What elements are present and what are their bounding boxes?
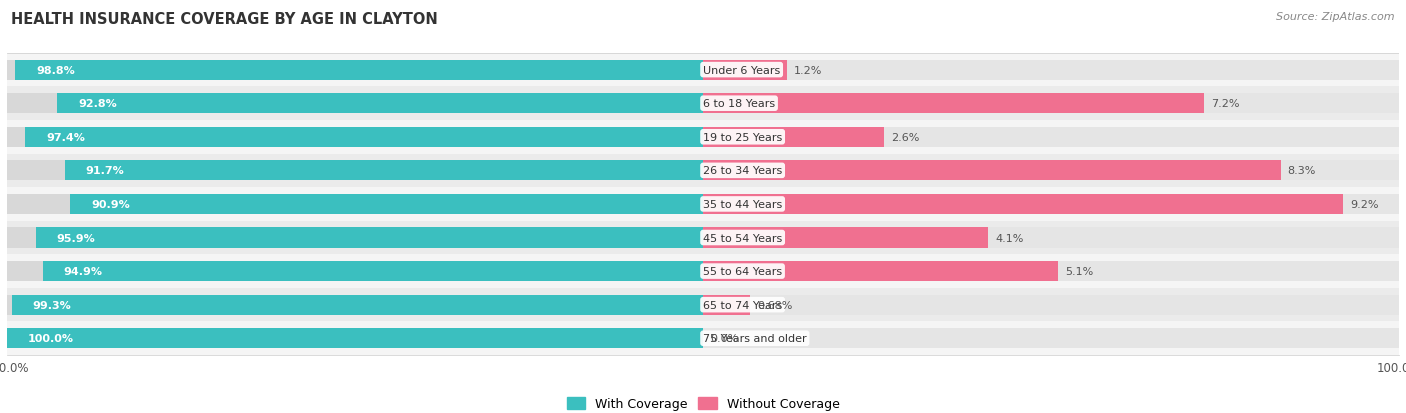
Bar [7, 195, 703, 214]
Bar [703, 228, 1399, 248]
Text: 26 to 34 Years: 26 to 34 Years [703, 166, 782, 176]
Bar [703, 295, 1399, 315]
Bar [703, 60, 1399, 81]
Bar [7, 60, 703, 81]
Bar [7, 161, 703, 181]
Text: 65 to 74 Years: 65 to 74 Years [703, 300, 782, 310]
Bar [703, 94, 1204, 114]
Text: 100.0%: 100.0% [28, 333, 75, 344]
Bar [703, 261, 1399, 282]
Bar [7, 188, 1399, 221]
Bar [7, 261, 703, 282]
Bar [7, 121, 1399, 154]
Bar [703, 60, 786, 81]
Bar [703, 127, 884, 147]
Text: 1.2%: 1.2% [793, 65, 823, 76]
Bar [7, 87, 1399, 121]
Bar [703, 295, 751, 315]
Bar [703, 328, 1399, 349]
Bar [7, 255, 1399, 288]
Text: 99.3%: 99.3% [32, 300, 72, 310]
Bar [58, 94, 703, 114]
Text: 95.9%: 95.9% [56, 233, 96, 243]
Text: 4.1%: 4.1% [995, 233, 1024, 243]
Bar [703, 161, 1281, 181]
Bar [703, 195, 1399, 214]
Text: 90.9%: 90.9% [91, 199, 129, 209]
Bar [7, 221, 1399, 255]
Bar [703, 261, 1057, 282]
Bar [703, 228, 988, 248]
Bar [7, 328, 703, 349]
Text: Source: ZipAtlas.com: Source: ZipAtlas.com [1277, 12, 1395, 22]
Text: 5.1%: 5.1% [1064, 266, 1092, 276]
Text: 0.68%: 0.68% [758, 300, 793, 310]
Bar [42, 261, 703, 282]
Text: 75 Years and older: 75 Years and older [703, 333, 807, 344]
Text: Under 6 Years: Under 6 Years [703, 65, 780, 76]
Bar [7, 288, 1399, 322]
Text: 55 to 64 Years: 55 to 64 Years [703, 266, 782, 276]
Text: 6 to 18 Years: 6 to 18 Years [703, 99, 775, 109]
Bar [703, 94, 1399, 114]
Text: 98.8%: 98.8% [37, 65, 75, 76]
Text: 91.7%: 91.7% [86, 166, 124, 176]
Bar [70, 195, 703, 214]
Bar [25, 127, 703, 147]
Text: HEALTH INSURANCE COVERAGE BY AGE IN CLAYTON: HEALTH INSURANCE COVERAGE BY AGE IN CLAY… [11, 12, 439, 27]
Bar [7, 154, 1399, 188]
Text: 97.4%: 97.4% [46, 133, 84, 142]
Text: 8.3%: 8.3% [1288, 166, 1316, 176]
Text: 35 to 44 Years: 35 to 44 Years [703, 199, 782, 209]
Bar [703, 161, 1399, 181]
Bar [11, 295, 703, 315]
Text: 7.2%: 7.2% [1211, 99, 1240, 109]
Bar [7, 228, 703, 248]
Text: 9.2%: 9.2% [1350, 199, 1379, 209]
Bar [7, 54, 1399, 87]
Legend: With Coverage, Without Coverage: With Coverage, Without Coverage [561, 392, 845, 413]
Bar [15, 60, 703, 81]
Bar [703, 127, 1399, 147]
Bar [7, 295, 703, 315]
Bar [7, 328, 703, 349]
Text: 2.6%: 2.6% [891, 133, 920, 142]
Text: 94.9%: 94.9% [63, 266, 103, 276]
Text: 19 to 25 Years: 19 to 25 Years [703, 133, 782, 142]
Text: 0.0%: 0.0% [710, 333, 738, 344]
Bar [65, 161, 703, 181]
Bar [7, 322, 1399, 355]
Text: 92.8%: 92.8% [77, 99, 117, 109]
Text: 45 to 54 Years: 45 to 54 Years [703, 233, 782, 243]
Bar [7, 94, 703, 114]
Bar [703, 195, 1343, 214]
Bar [7, 127, 703, 147]
Bar [35, 228, 703, 248]
